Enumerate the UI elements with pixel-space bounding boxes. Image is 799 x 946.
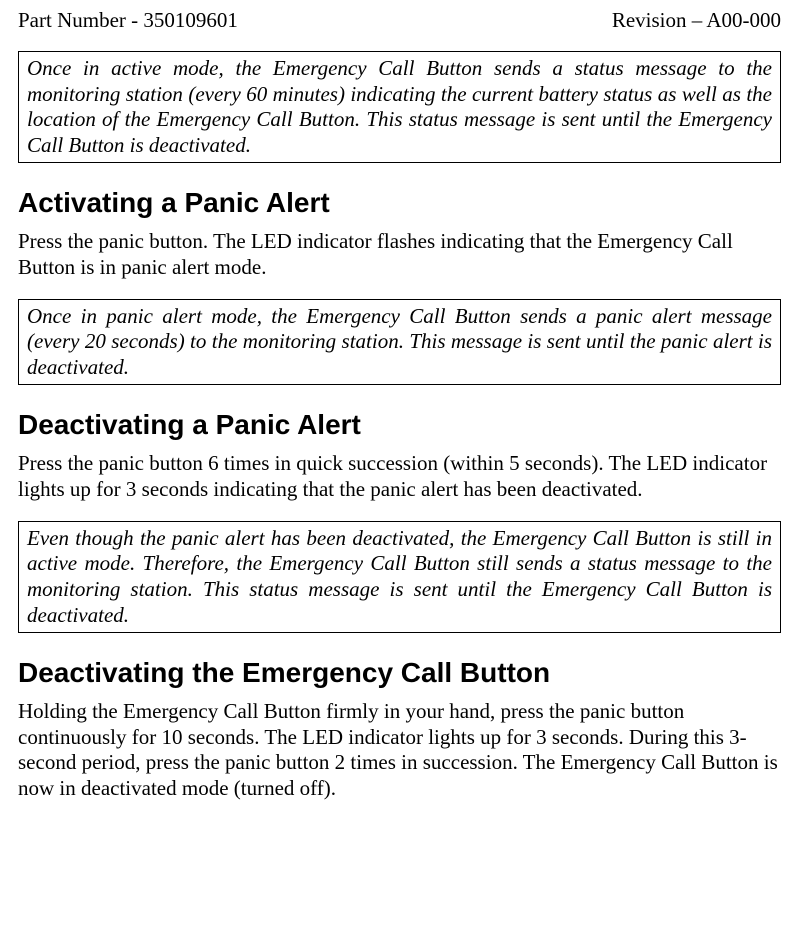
revision-label: Revision – A00-000: [612, 8, 781, 33]
part-number-label: Part Number - 350109601: [18, 8, 238, 33]
note-still-active: Even though the panic alert has been dea…: [18, 521, 781, 633]
page-header: Part Number - 350109601 Revision – A00-0…: [18, 8, 781, 33]
body-activating-panic-alert: Press the panic button. The LED indicato…: [18, 229, 781, 280]
heading-deactivating-emergency-button: Deactivating the Emergency Call Button: [18, 657, 781, 689]
document-page: Part Number - 350109601 Revision – A00-0…: [0, 0, 799, 822]
note-panic-mode: Once in panic alert mode, the Emergency …: [18, 299, 781, 386]
body-deactivating-emergency-button: Holding the Emergency Call Button firmly…: [18, 699, 781, 801]
note-active-mode: Once in active mode, the Emergency Call …: [18, 51, 781, 163]
heading-deactivating-panic-alert: Deactivating a Panic Alert: [18, 409, 781, 441]
heading-activating-panic-alert: Activating a Panic Alert: [18, 187, 781, 219]
body-deactivating-panic-alert: Press the panic button 6 times in quick …: [18, 451, 781, 502]
